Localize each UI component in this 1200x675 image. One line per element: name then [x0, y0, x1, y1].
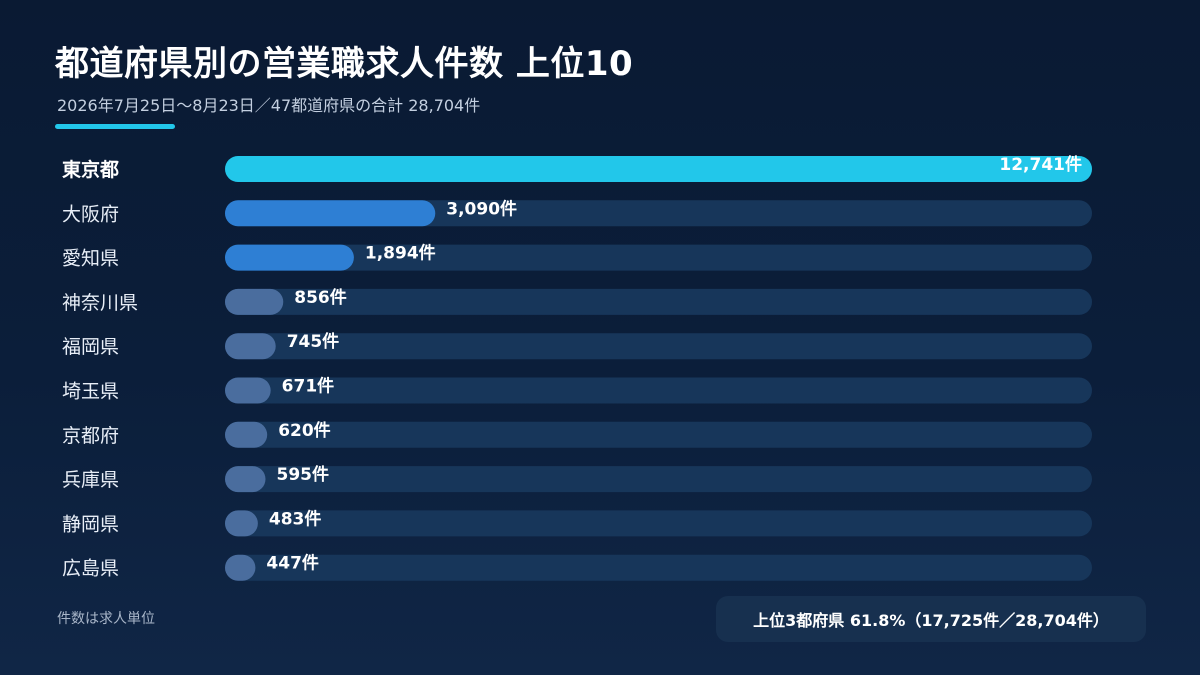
bar: [225, 288, 284, 315]
bar-track: [225, 554, 1092, 581]
chart-title: 都道府県別の営業職求人件数 上位10: [55, 44, 634, 84]
footnote: 件数は求人単位: [57, 611, 155, 627]
value-label: 12,741件: [999, 154, 1082, 175]
bar-track: [225, 377, 1092, 404]
category-label: 静岡県: [62, 513, 119, 535]
chart-subtitle: 2026年7月25日〜8月23日／47都道府県の合計 28,704件: [57, 96, 481, 115]
bar: [225, 421, 268, 448]
category-label: 大阪府: [62, 203, 119, 225]
category-label: 埼玉県: [62, 381, 119, 403]
value-label: 483件: [269, 508, 322, 529]
bar-track: [225, 288, 1092, 315]
value-label: 447件: [266, 553, 319, 574]
bar: [225, 244, 354, 271]
value-label: 595件: [276, 464, 329, 485]
title-underline: [55, 124, 175, 129]
category-label: 愛知県: [62, 248, 119, 270]
bar-track: [225, 510, 1092, 537]
bar: [225, 200, 436, 227]
value-label: 3,090件: [446, 198, 517, 219]
bar-track: [225, 421, 1092, 448]
category-label: 東京都: [62, 158, 119, 181]
summary-badge: 上位3都府県 61.8%（17,725件／28,704件）: [716, 596, 1146, 642]
value-label: 856件: [294, 287, 347, 308]
category-label: 京都府: [62, 425, 119, 447]
category-label: 神奈川県: [62, 292, 138, 314]
bar: [225, 377, 271, 404]
category-label: 広島県: [62, 558, 119, 580]
bar: [225, 466, 266, 493]
bar: [225, 156, 1092, 182]
bar-track: [225, 200, 1092, 227]
bar-track: [225, 333, 1092, 360]
value-label: 745件: [287, 331, 340, 352]
bar-track: [225, 244, 1092, 271]
value-label: 671件: [282, 376, 335, 397]
category-label: 福岡県: [62, 336, 119, 358]
value-label: 1,894件: [365, 243, 436, 264]
bar: [225, 510, 258, 537]
bar-track: [225, 466, 1092, 493]
bar: [225, 333, 276, 360]
value-label: 620件: [278, 420, 331, 441]
category-label: 兵庫県: [62, 469, 119, 491]
bar: [225, 554, 256, 581]
